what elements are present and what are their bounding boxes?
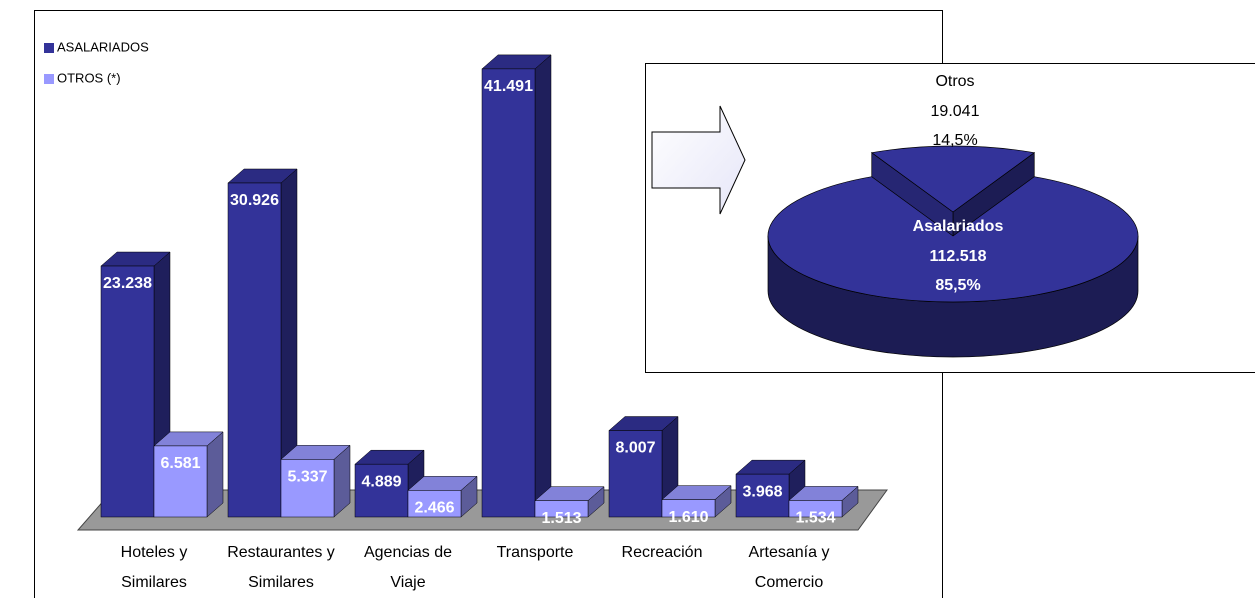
category-label: Transporte bbox=[496, 544, 574, 561]
bar bbox=[661, 499, 716, 518]
bar bbox=[534, 500, 589, 518]
value-label: 4.889 bbox=[361, 473, 401, 490]
bar bbox=[788, 500, 843, 518]
pie-label: 19.041 bbox=[931, 103, 980, 120]
arrow bbox=[651, 105, 746, 215]
bar bbox=[407, 490, 462, 518]
value-label: 30.926 bbox=[230, 192, 279, 209]
bar-side bbox=[534, 54, 552, 518]
legend-swatch bbox=[44, 43, 54, 53]
value-label: 1.534 bbox=[795, 510, 835, 527]
bar bbox=[481, 68, 536, 518]
bar bbox=[100, 265, 155, 518]
legend-swatch bbox=[44, 74, 54, 84]
bar bbox=[735, 473, 790, 518]
bars: 23.238 6.581 30.926 5.337 4.889 2.466 41.491 1.… bbox=[100, 54, 859, 527]
value-label: 3.968 bbox=[742, 483, 782, 500]
value-label: 23.238 bbox=[103, 275, 152, 292]
bar bbox=[153, 445, 208, 518]
pie-label: Otros bbox=[935, 73, 974, 90]
value-label: 1.513 bbox=[541, 510, 581, 527]
bar-side bbox=[206, 431, 224, 518]
category-label: Hoteles y Similares bbox=[120, 544, 188, 591]
value-label: 2.466 bbox=[414, 500, 454, 517]
bar bbox=[280, 459, 335, 518]
value-label: 8.007 bbox=[615, 440, 655, 457]
value-label: 1.610 bbox=[668, 509, 708, 526]
pie-label: 14,5% bbox=[932, 132, 977, 149]
pie-slice bbox=[767, 176, 1139, 303]
bar bbox=[354, 463, 409, 518]
value-label: 6.581 bbox=[160, 455, 200, 472]
legend-label: OTROS (*) bbox=[57, 70, 121, 85]
pie-label: Asalariados bbox=[913, 218, 1004, 235]
category-label: Recreación bbox=[621, 544, 703, 561]
pie-label: 112.518 bbox=[930, 248, 987, 265]
pie-label: 85,5% bbox=[935, 277, 980, 294]
value-label: 41.491 bbox=[484, 78, 533, 95]
legend-label: ASALARIADOS bbox=[57, 39, 149, 54]
bar bbox=[608, 430, 663, 518]
pie bbox=[767, 145, 1139, 358]
value-label: 5.337 bbox=[287, 469, 327, 486]
category-label: Restaurantes y Similares bbox=[227, 544, 335, 591]
bar bbox=[227, 182, 282, 518]
pie-slice bbox=[870, 145, 1036, 213]
category-label: Agencias de Viaje bbox=[363, 544, 453, 591]
category-label: Artesanía y Comercio bbox=[748, 544, 830, 591]
